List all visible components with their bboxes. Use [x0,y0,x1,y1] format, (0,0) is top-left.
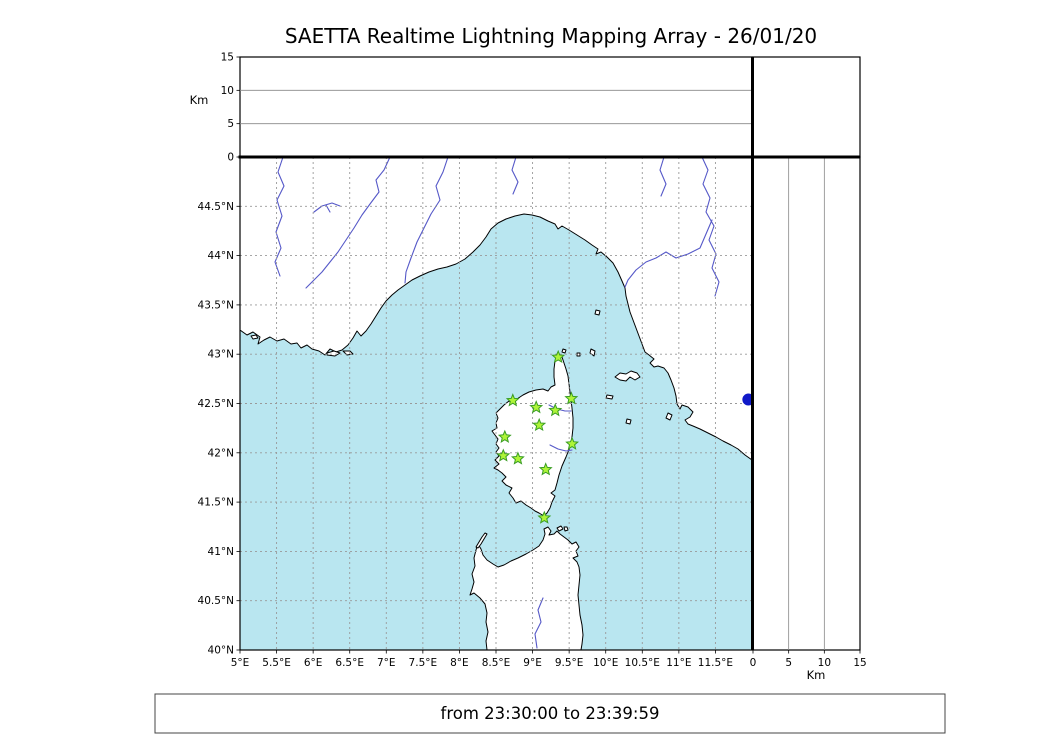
lon-tick-label: 11.5°E [698,657,733,669]
station-marker [538,462,553,476]
lon-tick-label: 5.5°E [262,657,291,669]
station-marker [505,393,520,407]
island-frioul [250,334,259,340]
coastline-continent [240,157,752,461]
lat-tick-label: 44°N [208,250,234,262]
river-tiber [701,157,720,297]
islets-cap-corse [561,348,581,357]
lat-tick-label: 40.5°N [198,595,234,607]
lat-tick-label: 40°N [208,645,234,657]
lon-tick-label: 6°E [304,657,323,669]
lon-tick-label: 8.5°E [482,657,511,669]
offshore-marker [742,393,752,406]
km-tick-label-right: 15 [853,657,866,669]
km-tick-label-right: 0 [750,657,757,669]
river-var [404,157,449,284]
map-panel [240,157,752,650]
island-gorgona [594,309,601,316]
axis-labels-group: 5°E 5.5°E 6°E 6.5°E 7°E 7.5°E 8°E 8.5°E 9°E 9.5°E… [198,52,867,670]
islands-hyeres [326,350,354,357]
lat-tick-label: 41.5°N [198,497,234,509]
time-range-text: from 23:30:00 to 23:39:59 [441,704,660,723]
lon-tick-label: 5°E [231,657,250,669]
graticule-grid [240,157,752,650]
right-altitude-panel [752,156,861,651]
island-pianosa [605,394,614,400]
station-marker [497,429,512,443]
km-tick-label-top: 15 [221,52,234,64]
station-marker [548,403,563,417]
lon-tick-label: 9.5°E [555,657,584,669]
altitude-gridlines-group [240,89,825,650]
river-sardinia [534,597,544,649]
time-range-box [154,693,946,734]
lon-tick-label: 9°E [523,657,542,669]
island-maddalena [556,525,569,532]
lat-tick-label: 41°N [208,546,234,558]
km-axis-label-right: Km [807,668,826,682]
lon-tick-label: 7.5°E [409,657,438,669]
river-tavignano [549,444,573,452]
river-liguria [511,157,519,195]
station-marker [551,349,566,364]
river-durance [305,157,391,289]
km-tick-label-right: 10 [818,657,831,669]
station-marker [537,510,552,524]
km-tick-label-top: 10 [221,85,234,97]
lon-tick-label: 7°E [377,657,396,669]
lon-tick-label: 10.5°E [625,657,660,669]
rivers-group [274,157,720,649]
altitude-histogram-panel [752,56,861,158]
lon-tick-label: 10°E [593,657,618,669]
km-axis-label-left: Km [190,93,209,107]
lon-tick-label: 6.5°E [335,657,364,669]
island-elba [614,370,641,382]
lat-tick-label: 44.5°N [198,201,234,213]
station-marker [496,448,511,462]
island-montecristo [625,418,632,425]
lat-tick-label: 43.5°N [198,299,234,311]
lat-tick-label: 42°N [208,447,234,459]
km-tick-label-right: 5 [785,657,792,669]
river-arno [624,219,713,288]
top-altitude-panel [239,56,753,158]
station-marker [532,417,547,432]
station-marker [510,451,525,465]
lon-tick-label: 11°E [666,657,691,669]
lat-tick-label: 42.5°N [198,398,234,410]
station-marker [564,391,579,405]
station-marker [565,436,580,450]
island-asinara [475,532,488,549]
station-marker [529,400,544,414]
small-islands [250,309,673,549]
station-markers-group [496,349,752,524]
lon-tick-label: 8°E [450,657,469,669]
island-sardinia [469,526,584,650]
river-serchio [659,157,667,197]
km-tick-label-top: 0 [227,152,234,164]
island-giglio [665,412,673,421]
plot-title: SAETTA Realtime Lightning Mapping Array … [285,24,817,48]
lat-tick-label: 43°N [208,349,234,361]
island-capraia [589,348,596,357]
km-tick-label-top: 5 [227,118,234,130]
river-golo [548,404,572,412]
